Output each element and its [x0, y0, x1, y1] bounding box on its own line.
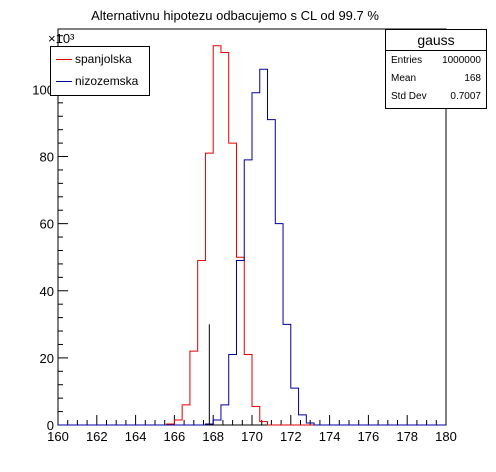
y-axis-exponent: ×10³ — [48, 31, 75, 46]
stats-key: Entries — [391, 55, 423, 66]
stats-value: 1000000 — [442, 55, 481, 66]
y-tick-label: 40 — [40, 284, 54, 299]
y-tick-label: 60 — [40, 217, 54, 232]
legend-swatch — [56, 81, 72, 82]
x-tick-label: 160 — [47, 429, 69, 444]
x-tick-label: 180 — [435, 429, 457, 444]
x-tick-label: 168 — [202, 429, 224, 444]
stats-row-mean: Mean 168 — [391, 70, 481, 88]
legend-label: spanjolska — [75, 52, 132, 66]
legend-item-spanjolska: spanjolska — [51, 49, 149, 69]
x-tick-label: 164 — [125, 429, 147, 444]
legend-item-nizozemska: nizozemska — [51, 71, 149, 91]
stats-box: gauss Entries 1000000 Mean 168 Std Dev 0… — [385, 29, 487, 109]
stats-row-std-dev: Std Dev 0.7007 — [391, 88, 481, 106]
y-tick-label: 80 — [40, 150, 54, 165]
stats-box-title: gauss — [386, 30, 486, 51]
legend: spanjolska nizozemska — [50, 46, 150, 96]
chart-title: Alternativnu hipotezu odbacujemo s CL od… — [91, 8, 379, 23]
x-tick-label: 170 — [241, 429, 263, 444]
stats-row-entries: Entries 1000000 — [391, 52, 481, 70]
x-tick-label: 178 — [396, 429, 418, 444]
x-tick-label: 172 — [280, 429, 302, 444]
legend-swatch — [56, 59, 72, 60]
stats-value: 0.7007 — [450, 91, 481, 102]
x-tick-label: 162 — [86, 429, 108, 444]
y-tick-label: 20 — [40, 351, 54, 366]
histogram-nizozemska — [58, 68, 446, 426]
stats-value: 168 — [464, 73, 481, 84]
stats-key: Std Dev — [391, 91, 427, 102]
x-tick-label: 166 — [164, 429, 186, 444]
x-tick-label: 176 — [358, 429, 380, 444]
stats-key: Mean — [391, 73, 417, 84]
y-tick-label: 100 — [32, 82, 54, 97]
legend-label: nizozemska — [75, 74, 139, 88]
y-tick-label: 0 — [47, 418, 54, 433]
x-tick-label: 174 — [319, 429, 341, 444]
histogram-spanjolska — [58, 45, 446, 426]
